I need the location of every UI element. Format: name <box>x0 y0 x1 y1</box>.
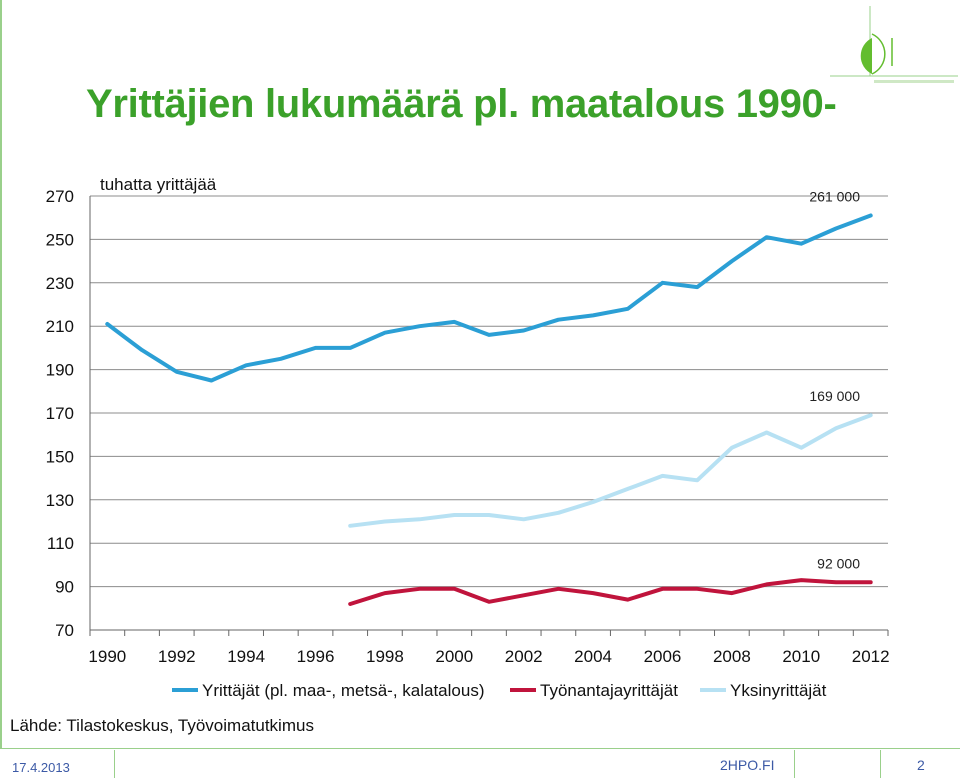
x-tick-label: 1996 <box>297 647 335 666</box>
series-line-2 <box>348 578 873 606</box>
page-number: 2 <box>917 757 925 773</box>
x-tick-label: 1994 <box>227 647 265 666</box>
source-note: Lähde: Tilastokeskus, Työvoimatutkimus <box>10 716 314 735</box>
y-tick-label: 190 <box>46 361 74 380</box>
data-label: 92 000 <box>817 555 860 571</box>
slide-left-border <box>0 0 2 748</box>
y-tick-label: 130 <box>46 491 74 510</box>
x-tick-label: 2004 <box>574 647 612 666</box>
x-tick-label: 2010 <box>782 647 820 666</box>
y-tick-label: 250 <box>46 230 74 249</box>
footer-separator <box>114 750 115 778</box>
company-logo <box>830 6 958 83</box>
x-tick-label: 1998 <box>366 647 404 666</box>
x-tick-label: 2006 <box>644 647 682 666</box>
series-line-1 <box>105 213 873 383</box>
x-tick-label: 2008 <box>713 647 751 666</box>
y-tick-label: 110 <box>47 534 74 553</box>
footer-date: 17.4.2013 <box>12 760 70 775</box>
data-label: 169 000 <box>809 388 860 404</box>
y-tick-label: 70 <box>55 621 74 640</box>
footer-separator <box>880 750 881 778</box>
footer-divider <box>0 748 960 749</box>
x-tick-label: 1992 <box>158 647 196 666</box>
x-tick-label: 2012 <box>852 647 890 666</box>
legend-label: Yrittäjät (pl. maa-, metsä-, kalatalous) <box>202 681 484 700</box>
y-tick-label: 90 <box>55 578 74 597</box>
legend-label: Yksinyrittäjät <box>730 681 827 700</box>
slide-title: Yrittäjien lukumäärä pl. maatalous 1990- <box>86 82 837 126</box>
x-tick-label: 2000 <box>435 647 473 666</box>
x-tick-label: 1990 <box>88 647 126 666</box>
y-unit-label: tuhatta yrittäjää <box>100 175 217 194</box>
series-line-3 <box>348 413 873 528</box>
legend-label: Työnantajayrittäjät <box>540 681 678 700</box>
y-tick-label: 270 <box>46 187 74 206</box>
y-tick-label: 230 <box>46 274 74 293</box>
x-tick-label: 2002 <box>505 647 543 666</box>
y-tick-label: 210 <box>46 317 74 336</box>
footer-site: 2HPO.FI <box>720 757 775 773</box>
y-tick-label: 170 <box>46 404 74 423</box>
data-label: 261 000 <box>809 189 860 205</box>
y-tick-label: 150 <box>46 447 74 466</box>
line-chart: 270 250 230 210 190 170 150 130 110 90 70 1990 1992 1… <box>46 175 890 700</box>
footer-separator <box>794 750 795 778</box>
